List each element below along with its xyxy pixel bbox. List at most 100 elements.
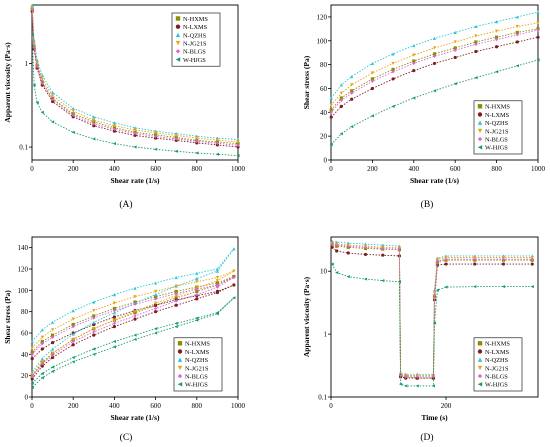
data-point [51, 328, 55, 332]
data-point [339, 91, 343, 95]
data-point [412, 68, 416, 73]
data-point [30, 8, 34, 12]
data-point [154, 293, 158, 297]
legend-label: N-LXMS [485, 112, 510, 119]
y-tick-label: 80 [320, 61, 328, 69]
data-point [174, 296, 178, 300]
data-point [92, 137, 96, 141]
data-point [154, 306, 158, 311]
data-point [515, 15, 519, 19]
y-tick-label: 120 [317, 13, 328, 21]
data-point [453, 46, 457, 50]
x-tick-label: 1000 [231, 165, 246, 173]
y-tick-label: 1 [25, 60, 29, 68]
data-point [391, 61, 395, 66]
data-point [350, 97, 354, 101]
data-point [35, 64, 39, 69]
legend-label: N-LXMS [183, 24, 208, 31]
data-point [536, 58, 540, 62]
y-axis-label: Apparent viscosity (Pa·s) [3, 42, 12, 123]
legend-marker [477, 349, 483, 354]
data-point [536, 28, 540, 32]
data-point [370, 77, 374, 81]
data-point [473, 284, 477, 289]
data-point [40, 376, 44, 380]
series-w-hjgs [30, 33, 240, 158]
legend-label: N-JG21S [185, 365, 209, 372]
series-n-lxms [30, 9, 240, 149]
data-point [92, 330, 96, 334]
data-point [453, 82, 457, 86]
legend-label: N-QZHS [185, 357, 209, 364]
data-point [174, 303, 178, 307]
data-point [335, 249, 339, 253]
data-point [112, 301, 116, 305]
data-point [501, 255, 506, 260]
y-tick-label: 140 [18, 244, 29, 252]
data-point [92, 316, 96, 320]
legend-marker [175, 57, 181, 62]
data-point [51, 365, 55, 369]
legend-box [171, 12, 221, 67]
data-point [71, 317, 75, 321]
data-point [236, 154, 240, 158]
data-point [432, 293, 437, 297]
legend-marker [477, 357, 483, 362]
legend-label: N-LXMS [485, 349, 510, 356]
data-point [432, 291, 437, 295]
data-point [195, 139, 199, 143]
data-point [30, 350, 34, 354]
data-point [350, 89, 354, 93]
x-tick-label: 200 [441, 402, 452, 410]
data-point [112, 129, 116, 133]
data-point [133, 128, 137, 132]
data-point [350, 91, 354, 95]
data-point [232, 283, 236, 287]
data-point [397, 247, 402, 251]
legend-label: N-BLGS [183, 49, 206, 56]
series-n-qzhs [329, 10, 540, 100]
data-point [154, 327, 158, 331]
data-point [453, 40, 457, 44]
data-point [232, 269, 236, 273]
data-point [51, 353, 55, 357]
data-point [339, 96, 343, 100]
legend-marker [177, 341, 183, 346]
series-n-blgs [30, 8, 240, 147]
legend-marker [477, 382, 483, 387]
x-tick-label: 0 [329, 402, 333, 410]
data-point [40, 81, 44, 85]
data-point [431, 384, 435, 388]
legend-label: N-HXMS [183, 16, 208, 23]
data-point [530, 257, 534, 261]
data-point [174, 321, 178, 325]
panel-label: (C) [120, 432, 133, 443]
data-point [112, 311, 116, 315]
data-point [474, 40, 478, 44]
legend-label: W-HJGS [185, 382, 208, 389]
data-point [112, 321, 116, 325]
legend-label: W-HJGS [183, 57, 206, 64]
legend-label: N-JG21S [183, 41, 207, 48]
data-point [112, 325, 116, 329]
data-point [370, 86, 374, 91]
data-point [404, 375, 408, 379]
data-point [40, 347, 44, 351]
data-point [71, 360, 75, 364]
data-point [381, 246, 385, 251]
data-point [112, 315, 116, 319]
data-point [215, 138, 219, 142]
data-point [215, 152, 219, 156]
data-point [154, 331, 158, 335]
data-point [154, 147, 158, 151]
data-point [232, 296, 236, 300]
data-point [363, 252, 368, 257]
data-point [474, 49, 478, 54]
data-point [92, 115, 96, 119]
data-point [51, 99, 55, 104]
data-point [40, 364, 44, 368]
data-point [174, 275, 178, 280]
data-point [381, 253, 385, 257]
data-point [40, 335, 44, 339]
